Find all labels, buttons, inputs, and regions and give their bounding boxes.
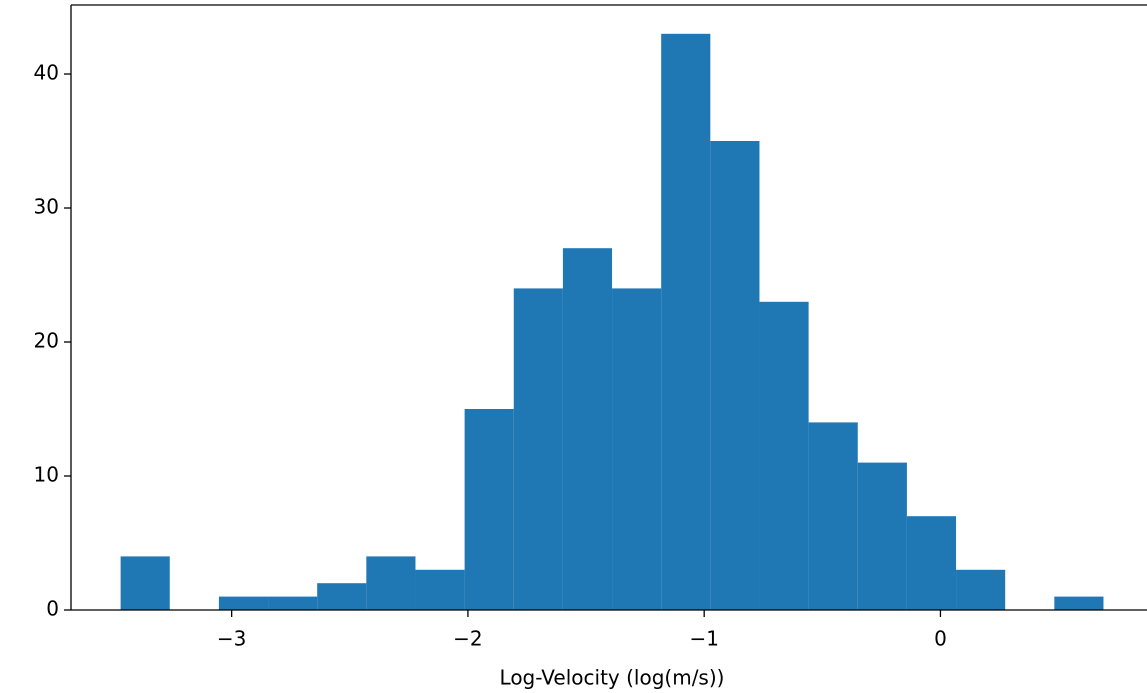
x-tick-label: 0 bbox=[934, 627, 947, 651]
x-tick-label: −2 bbox=[453, 627, 482, 651]
y-tick-label: 10 bbox=[34, 463, 59, 487]
bar bbox=[562, 248, 613, 610]
bar bbox=[464, 409, 514, 610]
bar bbox=[759, 301, 809, 610]
bar bbox=[857, 462, 907, 610]
bar bbox=[710, 141, 760, 610]
bar bbox=[120, 556, 170, 610]
bar bbox=[661, 33, 711, 611]
y-tick-label: 30 bbox=[34, 195, 59, 219]
y-tick-label: 0 bbox=[46, 597, 59, 621]
bar bbox=[366, 556, 416, 610]
bar bbox=[808, 422, 858, 610]
bar bbox=[268, 596, 318, 610]
bar bbox=[513, 288, 563, 610]
bar bbox=[956, 569, 1006, 610]
bar bbox=[906, 516, 957, 610]
x-tick-label: −1 bbox=[689, 627, 718, 651]
bar bbox=[1054, 596, 1104, 610]
bar bbox=[317, 583, 367, 610]
bar bbox=[612, 288, 662, 610]
bar bbox=[415, 569, 465, 610]
x-axis-label: Log-Velocity (log(m/s)) bbox=[500, 666, 725, 690]
y-tick-label: 20 bbox=[34, 329, 59, 353]
x-tick-label: −3 bbox=[217, 627, 246, 651]
bar bbox=[218, 596, 269, 610]
y-tick-label: 40 bbox=[34, 61, 59, 85]
